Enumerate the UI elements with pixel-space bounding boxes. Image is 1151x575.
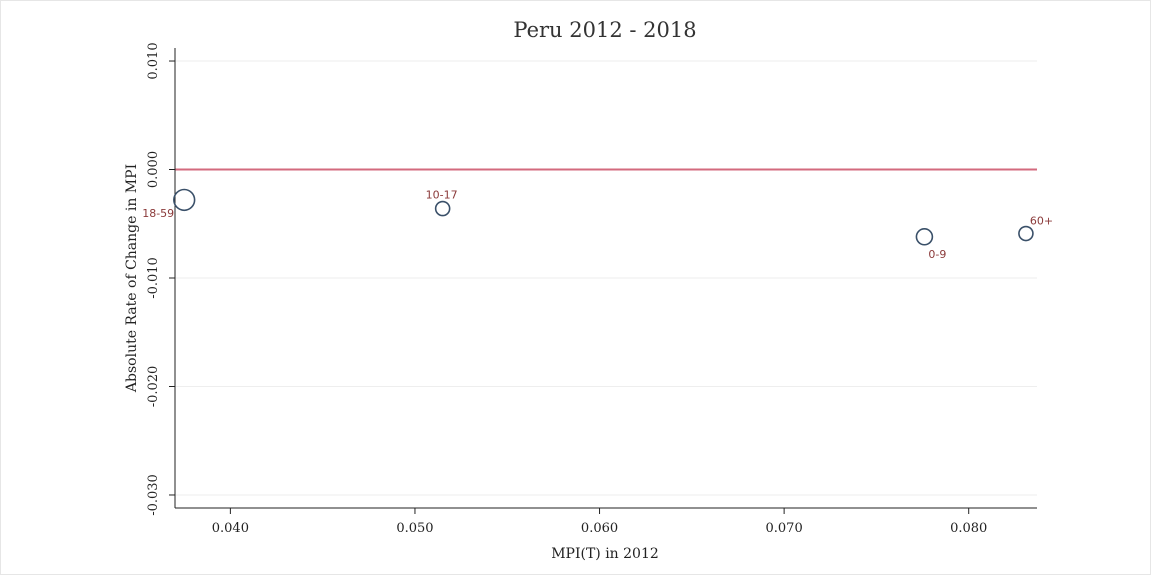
- x-tick-label: 0.060: [581, 521, 618, 536]
- y-tick-label: -0.020: [146, 366, 161, 408]
- y-axis-label: Absolute Rate of Change in MPI: [124, 164, 140, 393]
- point-label: 18-59: [142, 207, 174, 220]
- point-label: 10-17: [426, 189, 458, 202]
- x-tick-label: 0.080: [950, 521, 987, 536]
- point-label: 60+: [1030, 215, 1053, 228]
- data-point-18-59: [173, 188, 196, 212]
- data-point-0-9: [915, 227, 934, 246]
- chart-title: Peru 2012 - 2018: [513, 18, 696, 42]
- point-label: 0-9: [928, 248, 946, 261]
- y-tick-label: -0.030: [146, 474, 161, 516]
- data-point-10-17: [434, 200, 451, 217]
- y-tick-label: 0.000: [146, 151, 161, 188]
- axes: 0.010 0.000 -0.010 -0.020 -0.030 0.040 0.050 0.…: [146, 42, 1037, 536]
- x-tick-label: 0.050: [396, 521, 433, 536]
- x-axis-label: MPI(T) in 2012: [551, 546, 659, 562]
- x-tick-label: 0.070: [766, 521, 803, 536]
- data-points: [173, 188, 1034, 246]
- data-point-60+: [1018, 225, 1034, 242]
- x-tick-label: 0.040: [212, 521, 249, 536]
- y-tick-label: 0.010: [146, 42, 161, 79]
- y-tick-label: -0.010: [146, 257, 161, 299]
- point-labels: 18-59 10-17 0-9 60+: [142, 189, 1053, 261]
